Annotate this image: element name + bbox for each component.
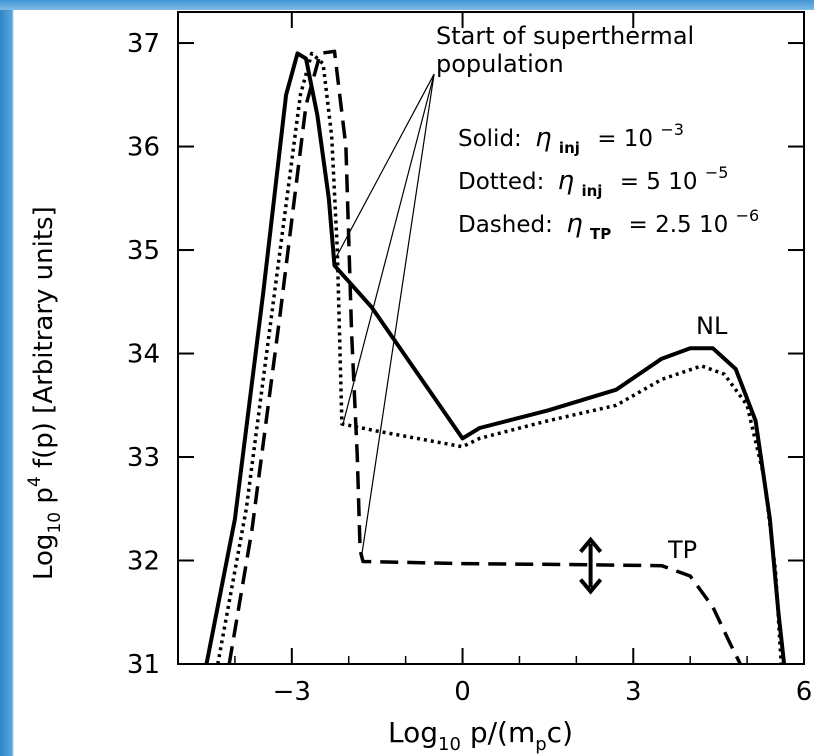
start-label: Start of superthermal: [436, 22, 694, 50]
legend-solid-sym: η: [535, 123, 551, 153]
series-dashed: [227, 49, 742, 665]
nl-label: NL: [696, 312, 728, 340]
x-tick-label: −3: [273, 677, 311, 707]
series-lines: [204, 49, 787, 665]
pointer-line: [360, 74, 435, 559]
arrow-head-up: [579, 536, 603, 554]
arrow-head-down: [579, 578, 603, 595]
legend-dashed-sub: TP: [590, 225, 611, 243]
y-tick-label: 37: [127, 29, 160, 59]
legend-dotted: Dotted: η inj = 5 10 −5: [458, 163, 728, 202]
y-tick-label: 33: [127, 443, 160, 473]
x-tick-label: 0: [454, 677, 471, 707]
legend-dashed: Dashed: η TP = 2.5 10 −6: [458, 206, 759, 245]
double-arrow-icon: [579, 536, 603, 595]
legend-solid-exp: −3: [660, 120, 684, 139]
legend-dashed-val: = 2.5 10: [629, 212, 729, 238]
y-tick-label: 31: [127, 650, 160, 680]
series-dotted: [216, 51, 783, 665]
legend-dashed-prefix: Dashed:: [458, 212, 553, 238]
legend-solid-sub: inj: [559, 139, 580, 157]
legend-dotted-prefix: Dotted:: [458, 169, 544, 195]
pointer-line: [333, 73, 435, 261]
legend-dotted-sub: inj: [581, 182, 602, 200]
plot-frame: [177, 11, 805, 665]
top-border-strip: [0, 0, 814, 10]
legend-solid: Solid: η inj = 10 −3: [458, 120, 684, 159]
legend-dashed-exp: −6: [736, 206, 760, 225]
y-tick-label: 34: [127, 340, 160, 370]
y-tick-label: 36: [127, 133, 160, 163]
x-axis-label: Log10 p/(mpc): [388, 716, 573, 755]
start-label-line2: population: [436, 50, 564, 78]
legend-dashed-sym: η: [566, 209, 582, 239]
y-tick-label: 32: [127, 547, 160, 577]
pointer-line: [342, 73, 435, 425]
y-tick-label: 35: [127, 236, 160, 266]
legend-solid-val: = 10: [597, 126, 653, 152]
x-tick-label: 3: [625, 677, 642, 707]
legend-solid-prefix: Solid:: [458, 126, 522, 152]
tp-label: TP: [667, 536, 697, 564]
pointer-lines: [333, 73, 435, 559]
series-solid: [204, 51, 787, 665]
x-tick-label: 6: [796, 677, 813, 707]
legend-dotted-val: = 5 10: [620, 169, 698, 195]
y-axis-label: Log10 p4 f(p) [Arbitrary units]: [25, 206, 65, 580]
legend-dotted-exp: −5: [705, 163, 729, 182]
legend-dotted-sym: η: [558, 166, 574, 196]
